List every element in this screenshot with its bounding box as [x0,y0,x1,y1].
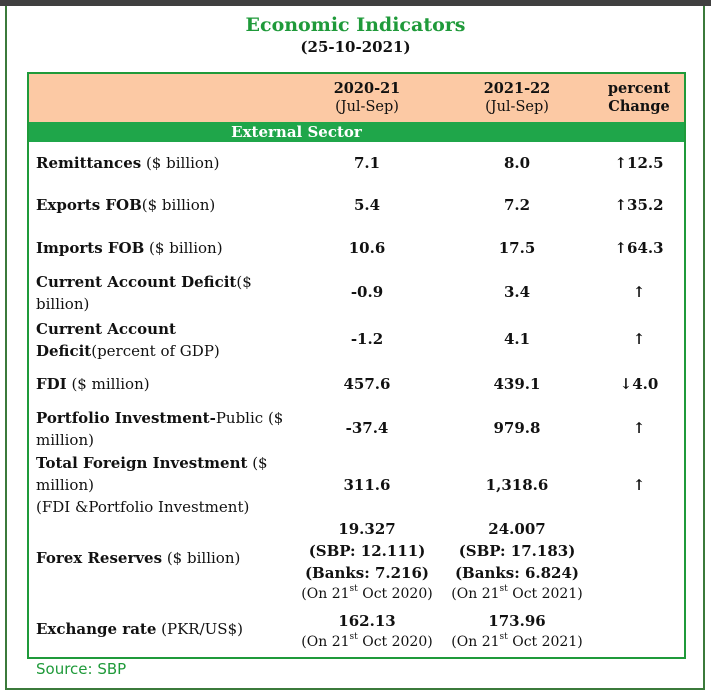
cell-value: -37.4 [345,419,389,437]
cell-value: 457.6 [343,375,391,393]
col-period-label: (Jul-Sep) [335,99,399,115]
col-change-line2: Change [608,98,670,115]
cell-change: ↑64.3 [614,239,664,257]
row-portfolio-label: Portfolio Investment-Public ($ million) [36,409,284,449]
forex-date: (On 21st Oct 2021) [451,584,583,602]
forex-total: 24.007 [488,520,546,538]
cell-value: 24.007 (SBP: 17.183) (Banks: 6.824) (On … [447,518,587,605]
cell-change: ↑ [632,330,646,348]
exrate-value: 162.13 [338,612,396,630]
cell-value: -0.9 [350,283,384,301]
cell-value: 439.1 [493,375,541,393]
col-year-label: 2021-22 [483,80,551,97]
row-remittances-label: Remittances ($ billion) [36,154,220,172]
row-cad-gdp-label: Current Account Deficit(percent of GDP) [36,320,220,360]
top-border [0,0,711,6]
col-change-line1: percent [607,80,671,97]
forex-banks: (Banks: 6.824) [454,564,580,582]
cell-change: ↓4.0 [619,375,659,393]
row-tfi-label: Total Foreign Investment ($ million) (FDI … [36,454,268,516]
cell-value: 3.4 [503,283,531,301]
col-period-label: (Jul-Sep) [485,99,549,115]
cell-change: ↑ [632,476,646,494]
cell-value: 8.0 [503,154,531,172]
cell-value: 19.327 (SBP: 12.111) (Banks: 7.216) (On … [297,518,437,605]
cell-change: ↑12.5 [614,154,664,172]
col-year-label: 2020-21 [333,80,401,97]
row-forex-label: Forex Reserves ($ billion) [36,549,241,567]
cell-value: 4.1 [503,330,531,348]
row-imports-label: Imports FOB ($ billion) [36,239,223,257]
cell-value: 311.6 [343,476,391,494]
cell-value: 162.13 (On 21st Oct 2020) [297,610,437,653]
forex-date: (On 21st Oct 2020) [301,584,433,602]
section-header: External Sector [29,122,684,142]
page-title: Economic Indicators [245,14,466,36]
cell-value: 17.5 [498,239,536,257]
row-fdi-label: FDI ($ million) [36,375,150,393]
cell-change: ↑ [632,419,646,437]
panel-frame [5,6,705,690]
col-2021-22: 2021-22 (Jul-Sep) [447,80,587,116]
exrate-value: 173.96 [488,612,546,630]
col-2020-21: 2020-21 (Jul-Sep) [297,80,437,116]
cell-value: 10.6 [348,239,386,257]
forex-sbp: (SBP: 12.111) [308,542,426,560]
cell-value: 1,318.6 [485,476,549,494]
cell-value: 173.96 (On 21st Oct 2021) [447,610,587,653]
cell-change: ↑ [632,283,646,301]
row-cad-label: Current Account Deficit($ billion) [36,273,252,313]
forex-banks: (Banks: 7.216) [304,564,430,582]
cell-value: 7.1 [353,154,381,172]
page-date: (25-10-2021) [300,38,411,56]
table-header: 2020-21 (Jul-Sep) 2021-22 (Jul-Sep) perc… [29,74,684,122]
cell-value: 7.2 [503,196,531,214]
source-note: Source: SBP [36,660,127,678]
indicators-table: 2020-21 (Jul-Sep) 2021-22 (Jul-Sep) perc… [27,72,686,678]
cell-change: ↑35.2 [614,196,664,214]
row-exrate-label: Exchange rate (PKR/US$) [36,620,243,638]
cell-value: 5.4 [353,196,381,214]
cell-value: 979.8 [493,419,541,437]
cell-value: -1.2 [350,330,384,348]
forex-sbp: (SBP: 17.183) [458,542,576,560]
forex-total: 19.327 [338,520,396,538]
section-title: External Sector [231,123,362,141]
exrate-date: (On 21st Oct 2020) [301,632,433,650]
exrate-date: (On 21st Oct 2021) [451,632,583,650]
row-exports-label: Exports FOB($ billion) [36,196,216,214]
col-percent-change: percent Change [589,80,689,116]
